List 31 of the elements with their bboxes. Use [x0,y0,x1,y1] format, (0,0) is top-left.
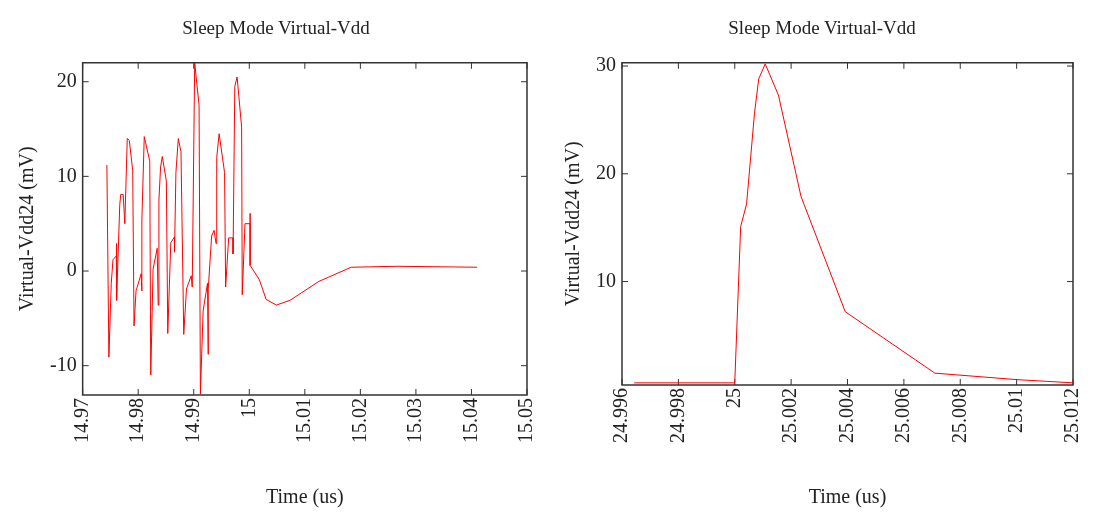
x-tick-label: 15.02 [347,398,370,443]
x-tick-label: 14.99 [181,398,203,443]
x-tick-label: 24.996 [609,388,632,443]
chart-title: Sleep Mode Virtual-Vdd [728,17,917,39]
y-tick-label: 20 [596,161,616,184]
x-tick-label: 25 [722,388,744,408]
x-tick-label: 14.97 [69,398,92,443]
x-axis-title: Time (us) [808,485,887,509]
x-axis-title: Time (us) [266,485,344,509]
x-tick-label: 15.04 [458,398,481,443]
x-tick-label: 15.01 [292,398,315,443]
chart-title: Sleep Mode Virtual-Vdd [182,17,371,39]
x-tick-label: 25.012 [1060,388,1083,443]
x-tick-label: 24.998 [665,388,688,443]
x-tick-label: 14.98 [125,398,148,443]
x-tick-label: 25.008 [947,388,970,443]
y-tick-label: 10 [596,268,616,291]
x-tick-label: 15 [236,398,259,418]
y-tick-label: 30 [596,53,616,76]
x-tick-label: 15.05 [514,398,537,443]
y-tick-label: -10 [49,352,77,375]
x-tick-label: 25.002 [778,388,801,443]
y-tick-label: 10 [56,163,77,186]
y-tick-label: 20 [56,68,77,91]
y-tick-label: 0 [66,258,77,281]
y-axis-title: Virtual-Vdd24 (mV) [15,146,39,312]
x-tick-label: 25.01 [1003,388,1026,433]
x-tick-label: 15.03 [403,398,426,443]
y-axis-title: Virtual-Vdd24 (mV) [561,141,585,307]
x-tick-label: 25.004 [834,388,857,443]
x-tick-label: 25.006 [891,388,914,443]
